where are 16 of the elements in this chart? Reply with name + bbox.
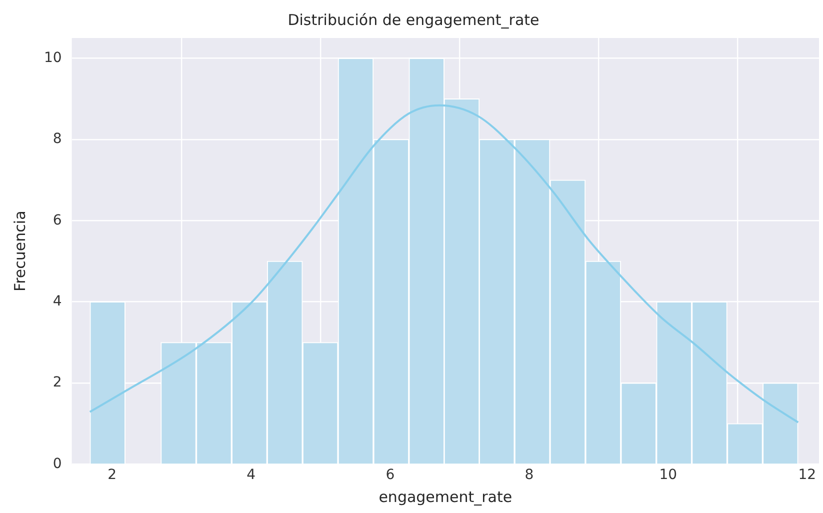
x-tick-label: 4 — [246, 467, 256, 484]
line-series — [88, 104, 800, 424]
x-tick-label: 10 — [659, 467, 678, 484]
y-tick-label: 0 — [52, 456, 62, 472]
y-tick-label: 8 — [52, 131, 62, 148]
x-tick-label: 12 — [798, 467, 816, 484]
x-axis-title: engagement_rate — [378, 488, 512, 506]
chart-title: Distribución de engagement_rate — [288, 10, 540, 29]
y-axis-title: Frecuencia — [10, 210, 29, 292]
x-tick-label: 2 — [108, 467, 117, 484]
y-tick-label: 6 — [52, 212, 62, 228]
x-tick-label: 6 — [386, 467, 395, 484]
y-tick-label: 10 — [44, 50, 62, 66]
y-tick-label: 2 — [52, 374, 62, 391]
y-tick-label: 4 — [52, 293, 62, 310]
x-tick-label: 8 — [524, 467, 534, 484]
